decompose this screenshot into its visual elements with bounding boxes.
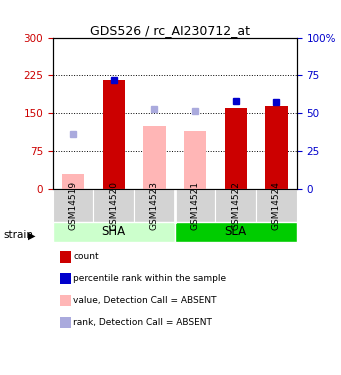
Text: ▶: ▶	[28, 231, 35, 241]
Bar	[175, 222, 297, 242]
Text: SHA: SHA	[102, 225, 126, 238]
Text: value, Detection Call = ABSENT: value, Detection Call = ABSENT	[73, 296, 217, 305]
Bar	[53, 189, 93, 222]
Bar	[175, 189, 216, 222]
Bar	[103, 80, 125, 189]
Bar	[62, 174, 84, 189]
Text: rank, Detection Call = ABSENT: rank, Detection Call = ABSENT	[73, 318, 212, 327]
Bar	[184, 131, 206, 189]
Text: GSM14524: GSM14524	[272, 181, 281, 230]
Bar	[93, 189, 134, 222]
Text: SLA: SLA	[225, 225, 247, 238]
Bar	[265, 106, 287, 189]
Text: GSM14522: GSM14522	[231, 181, 240, 230]
Bar	[224, 108, 247, 189]
Text: GDS526 / rc_AI230712_at: GDS526 / rc_AI230712_at	[90, 24, 251, 38]
Bar	[216, 189, 256, 222]
Bar	[62, 174, 84, 189]
Text: strain: strain	[3, 230, 33, 240]
Text: GSM14523: GSM14523	[150, 181, 159, 230]
Text: count: count	[73, 252, 99, 261]
Bar	[53, 222, 175, 242]
Text: percentile rank within the sample: percentile rank within the sample	[73, 274, 226, 283]
Bar	[143, 126, 166, 189]
Bar	[134, 189, 175, 222]
Text: GSM14520: GSM14520	[109, 181, 118, 230]
Text: GSM14521: GSM14521	[191, 181, 199, 230]
Bar	[256, 189, 297, 222]
Text: GSM14519: GSM14519	[69, 181, 78, 230]
